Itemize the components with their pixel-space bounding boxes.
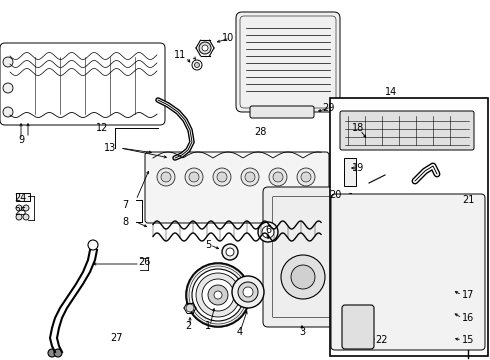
Circle shape xyxy=(281,255,325,299)
Circle shape xyxy=(161,172,171,182)
Circle shape xyxy=(3,107,13,117)
FancyBboxPatch shape xyxy=(340,111,474,150)
Text: 17: 17 xyxy=(462,290,474,300)
Circle shape xyxy=(157,168,175,186)
Text: 28: 28 xyxy=(254,127,266,137)
Circle shape xyxy=(23,205,29,211)
Circle shape xyxy=(3,57,13,67)
Circle shape xyxy=(232,276,264,308)
Circle shape xyxy=(351,174,369,192)
Text: 24: 24 xyxy=(14,193,26,203)
Bar xyxy=(330,98,488,356)
Text: 7: 7 xyxy=(122,200,128,210)
Circle shape xyxy=(23,214,29,220)
Text: 9: 9 xyxy=(18,135,24,145)
Text: 16: 16 xyxy=(462,313,474,323)
Circle shape xyxy=(464,274,476,286)
Circle shape xyxy=(464,300,476,312)
Circle shape xyxy=(269,168,287,186)
Circle shape xyxy=(202,45,208,51)
FancyBboxPatch shape xyxy=(0,43,165,125)
Circle shape xyxy=(430,169,444,183)
Circle shape xyxy=(262,226,274,238)
Circle shape xyxy=(222,244,238,260)
Text: 29: 29 xyxy=(322,103,334,113)
Circle shape xyxy=(243,287,253,297)
Text: 12: 12 xyxy=(96,123,108,133)
Circle shape xyxy=(185,168,203,186)
Text: 4: 4 xyxy=(237,327,243,337)
Text: 23: 23 xyxy=(362,310,374,320)
Circle shape xyxy=(238,282,258,302)
Text: 3: 3 xyxy=(299,327,305,337)
Text: 8: 8 xyxy=(122,217,128,227)
Circle shape xyxy=(226,248,234,256)
Circle shape xyxy=(48,349,56,357)
Text: 21: 21 xyxy=(462,195,474,205)
Circle shape xyxy=(192,269,244,321)
Circle shape xyxy=(16,214,22,220)
Bar xyxy=(463,326,473,348)
Circle shape xyxy=(16,205,22,211)
Circle shape xyxy=(301,172,311,182)
Circle shape xyxy=(186,304,194,312)
Text: 15: 15 xyxy=(462,335,474,345)
Bar xyxy=(16,193,30,201)
Text: 22: 22 xyxy=(375,335,388,345)
Circle shape xyxy=(214,291,222,299)
Circle shape xyxy=(213,168,231,186)
Circle shape xyxy=(173,157,177,161)
FancyBboxPatch shape xyxy=(331,194,485,350)
Text: 10: 10 xyxy=(222,33,234,43)
Text: 2: 2 xyxy=(185,321,191,331)
Circle shape xyxy=(258,222,278,242)
Circle shape xyxy=(355,178,365,188)
FancyBboxPatch shape xyxy=(342,305,374,349)
Circle shape xyxy=(195,63,199,68)
Circle shape xyxy=(467,303,472,309)
Circle shape xyxy=(343,296,353,306)
Circle shape xyxy=(217,172,227,182)
Text: 11: 11 xyxy=(174,50,186,60)
Bar xyxy=(344,158,356,186)
Circle shape xyxy=(3,83,13,93)
Text: 26: 26 xyxy=(138,257,150,267)
Circle shape xyxy=(241,168,259,186)
Circle shape xyxy=(54,349,62,357)
Circle shape xyxy=(273,172,283,182)
Text: 1: 1 xyxy=(205,321,211,331)
Circle shape xyxy=(297,168,315,186)
Circle shape xyxy=(186,263,250,327)
Circle shape xyxy=(208,285,228,305)
FancyBboxPatch shape xyxy=(236,12,340,112)
Text: 5: 5 xyxy=(205,240,211,250)
Circle shape xyxy=(189,172,199,182)
FancyBboxPatch shape xyxy=(263,187,343,327)
Text: 6: 6 xyxy=(265,225,271,235)
Text: 25: 25 xyxy=(14,207,26,217)
Circle shape xyxy=(291,265,315,289)
FancyBboxPatch shape xyxy=(145,152,329,223)
Text: 13: 13 xyxy=(104,143,116,153)
Circle shape xyxy=(245,172,255,182)
Circle shape xyxy=(199,42,211,54)
Text: 18: 18 xyxy=(352,123,364,133)
Circle shape xyxy=(196,273,240,317)
Text: 27: 27 xyxy=(110,333,122,343)
Text: 19: 19 xyxy=(352,163,364,173)
Circle shape xyxy=(469,200,477,208)
Circle shape xyxy=(339,200,347,208)
Text: 14: 14 xyxy=(385,87,397,97)
Text: 20: 20 xyxy=(330,190,342,200)
FancyBboxPatch shape xyxy=(250,106,314,118)
Circle shape xyxy=(202,279,234,311)
